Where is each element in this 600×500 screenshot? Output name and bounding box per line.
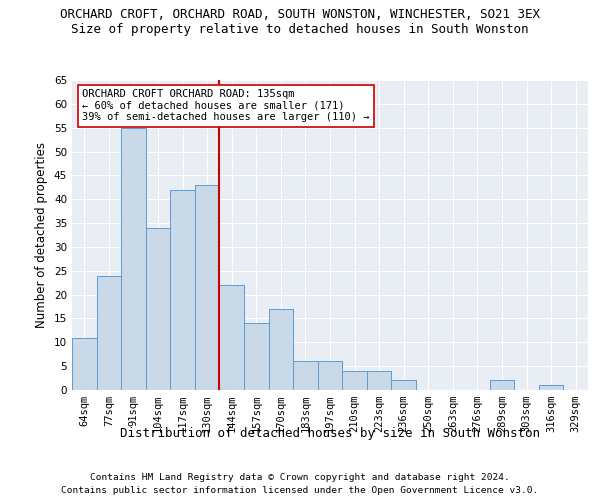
Bar (318, 362, 342, 390)
Bar (146, 228, 170, 390)
Text: Contains public sector information licensed under the Open Government Licence v3: Contains public sector information licen… (61, 486, 539, 495)
Bar (342, 371, 367, 390)
Bar (293, 362, 318, 390)
Bar (170, 190, 195, 390)
Bar (244, 323, 269, 390)
Text: Distribution of detached houses by size in South Wonston: Distribution of detached houses by size … (120, 428, 540, 440)
Bar (121, 128, 146, 390)
Bar (490, 380, 514, 390)
Bar (72, 338, 97, 390)
Bar (391, 380, 416, 390)
Bar (539, 385, 563, 390)
Y-axis label: Number of detached properties: Number of detached properties (35, 142, 49, 328)
Text: ORCHARD CROFT ORCHARD ROAD: 135sqm
← 60% of detached houses are smaller (171)
39: ORCHARD CROFT ORCHARD ROAD: 135sqm ← 60%… (82, 90, 370, 122)
Text: ORCHARD CROFT, ORCHARD ROAD, SOUTH WONSTON, WINCHESTER, SO21 3EX: ORCHARD CROFT, ORCHARD ROAD, SOUTH WONST… (60, 8, 540, 20)
Bar (195, 185, 220, 390)
Bar (367, 371, 391, 390)
Text: Contains HM Land Registry data © Crown copyright and database right 2024.: Contains HM Land Registry data © Crown c… (90, 472, 510, 482)
Bar (220, 285, 244, 390)
Text: Size of property relative to detached houses in South Wonston: Size of property relative to detached ho… (71, 22, 529, 36)
Bar (97, 276, 121, 390)
Bar (269, 309, 293, 390)
